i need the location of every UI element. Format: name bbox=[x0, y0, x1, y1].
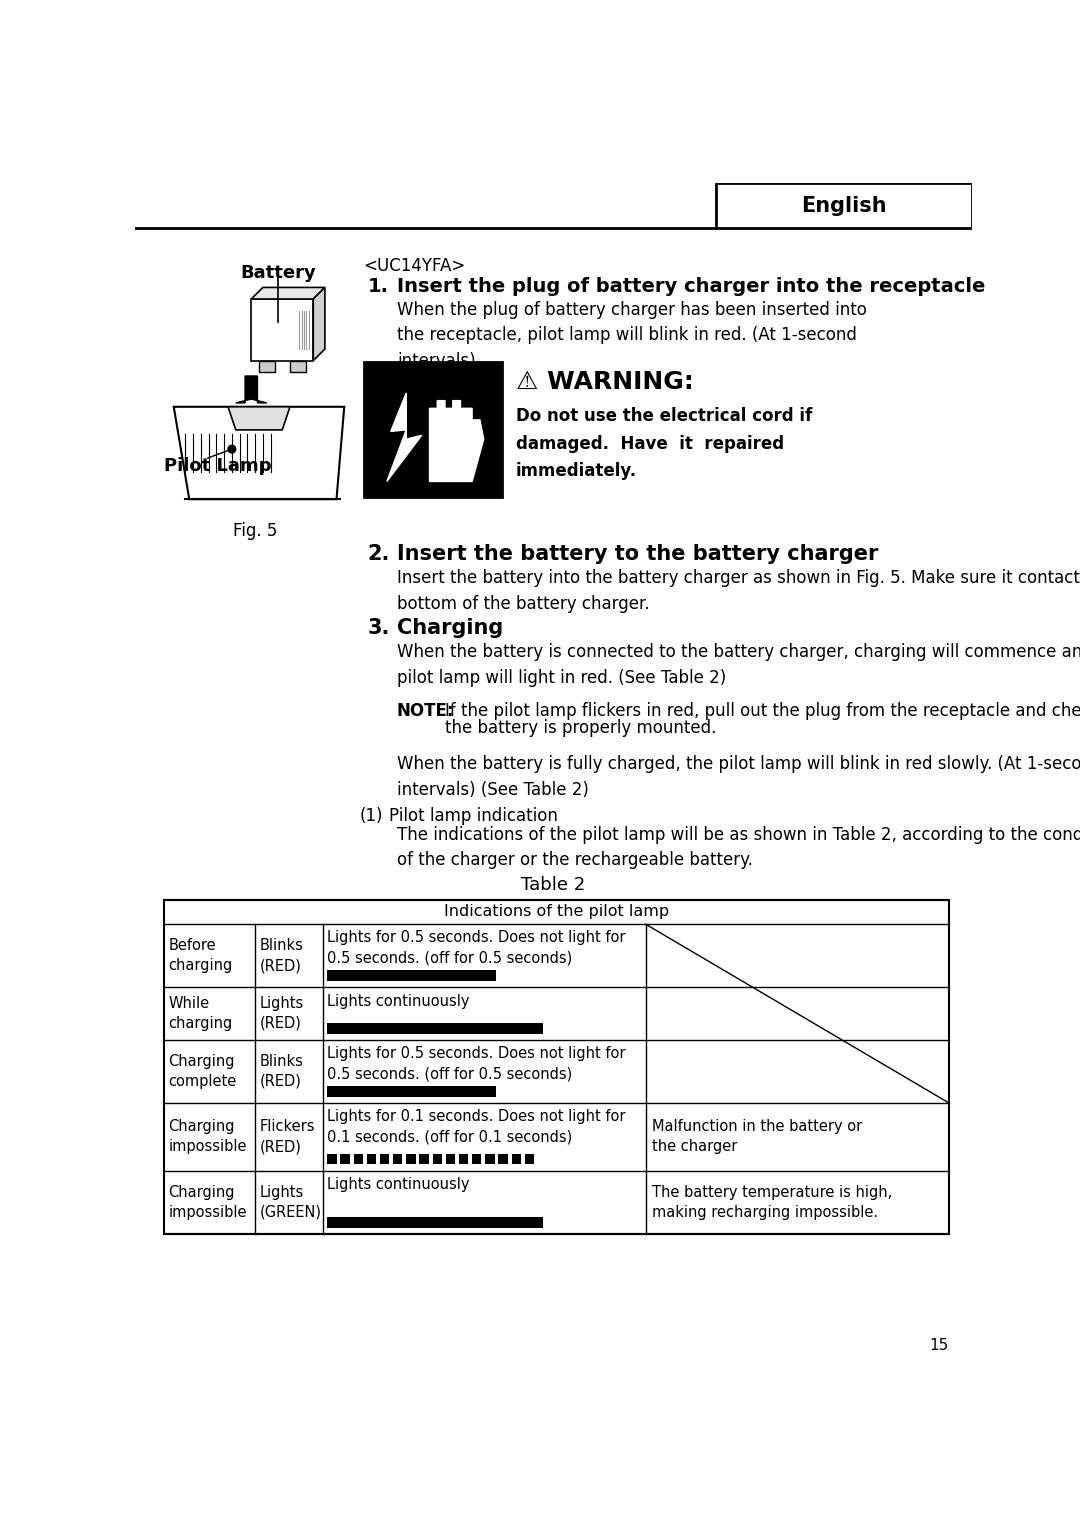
Bar bbox=[382, 1086, 441, 1096]
Text: The indications of the pilot lamp will be as shown in Table 2, according to the : The indications of the pilot lamp will b… bbox=[397, 826, 1080, 870]
Text: Pilot lamp indication: Pilot lamp indication bbox=[389, 807, 558, 826]
Polygon shape bbox=[430, 401, 484, 482]
Text: English: English bbox=[801, 196, 887, 216]
Text: Lights for 0.5 seconds. Does not light for
0.5 seconds. (off for 0.5 seconds): Lights for 0.5 seconds. Does not light f… bbox=[327, 1046, 625, 1081]
Text: NOTE:: NOTE: bbox=[397, 702, 455, 720]
Bar bbox=[393, 1154, 403, 1165]
Bar bbox=[340, 1154, 350, 1165]
Bar bbox=[367, 1154, 376, 1165]
Text: 2.: 2. bbox=[367, 544, 390, 564]
Text: Do not use the electrical cord if
damaged.  Have  it  repaired
immediately.: Do not use the electrical cord if damage… bbox=[515, 407, 812, 480]
Text: While
charging: While charging bbox=[168, 995, 232, 1031]
Text: Indications of the pilot lamp: Indications of the pilot lamp bbox=[444, 904, 669, 919]
Bar bbox=[419, 1154, 429, 1165]
Text: Lights for 0.1 seconds. Does not light for
0.1 seconds. (off for 0.1 seconds): Lights for 0.1 seconds. Does not light f… bbox=[327, 1109, 625, 1144]
Bar bbox=[327, 1154, 337, 1165]
Bar bbox=[438, 971, 497, 982]
Bar bbox=[259, 361, 274, 372]
Text: Table 2: Table 2 bbox=[522, 876, 585, 894]
Bar bbox=[364, 362, 501, 497]
Text: Before
charging: Before charging bbox=[168, 939, 232, 972]
Bar bbox=[433, 1154, 442, 1165]
Bar bbox=[327, 1023, 542, 1034]
Bar bbox=[472, 1154, 482, 1165]
Text: When the battery is connected to the battery charger, charging will commence and: When the battery is connected to the bat… bbox=[397, 644, 1080, 687]
Text: Pilot Lamp: Pilot Lamp bbox=[164, 457, 272, 476]
Text: If the pilot lamp flickers in red, pull out the plug from the receptacle and che: If the pilot lamp flickers in red, pull … bbox=[445, 702, 1080, 720]
Bar bbox=[459, 1154, 469, 1165]
Text: Blinks
(RED): Blinks (RED) bbox=[260, 1053, 303, 1089]
Polygon shape bbox=[228, 407, 291, 430]
Bar bbox=[499, 1154, 508, 1165]
Circle shape bbox=[228, 445, 235, 453]
Text: Malfunction in the battery or
the charger: Malfunction in the battery or the charge… bbox=[652, 1119, 862, 1154]
Text: Lights continuously: Lights continuously bbox=[327, 994, 470, 1009]
Bar bbox=[525, 1154, 535, 1165]
Text: Lights continuously: Lights continuously bbox=[327, 1177, 470, 1191]
Polygon shape bbox=[252, 300, 313, 361]
Text: <UC14YFA>: <UC14YFA> bbox=[364, 257, 465, 275]
Polygon shape bbox=[252, 287, 325, 300]
Text: Charging: Charging bbox=[397, 618, 503, 638]
Polygon shape bbox=[387, 393, 422, 482]
Text: Lights
(GREEN): Lights (GREEN) bbox=[260, 1185, 322, 1220]
Text: Lights
(RED): Lights (RED) bbox=[260, 995, 305, 1031]
Text: Insert the battery to the battery charger: Insert the battery to the battery charge… bbox=[397, 544, 878, 564]
Text: Charging
complete: Charging complete bbox=[168, 1053, 237, 1089]
Text: The battery temperature is high,
making recharging impossible.: The battery temperature is high, making … bbox=[652, 1185, 892, 1220]
Bar bbox=[327, 1217, 542, 1228]
Text: Battery: Battery bbox=[241, 265, 316, 283]
Bar bbox=[382, 971, 441, 982]
Text: ⚠ WARNING:: ⚠ WARNING: bbox=[515, 370, 693, 394]
Text: Charging
impossible: Charging impossible bbox=[168, 1185, 247, 1220]
Bar bbox=[446, 1154, 455, 1165]
Polygon shape bbox=[174, 407, 345, 498]
Text: Charging
impossible: Charging impossible bbox=[168, 1119, 247, 1154]
Bar bbox=[485, 1154, 495, 1165]
Bar bbox=[512, 1154, 521, 1165]
Bar bbox=[327, 1086, 386, 1096]
Text: Insert the battery into the battery charger as shown in Fig. 5. Make sure it con: Insert the battery into the battery char… bbox=[397, 569, 1080, 613]
Text: 1.: 1. bbox=[367, 277, 389, 297]
Bar bbox=[327, 971, 386, 982]
Polygon shape bbox=[313, 287, 325, 361]
Bar bbox=[164, 899, 948, 1234]
Bar bbox=[291, 361, 306, 372]
Text: (1): (1) bbox=[360, 807, 383, 826]
Bar bbox=[380, 1154, 389, 1165]
Text: Lights for 0.5 seconds. Does not light for
0.5 seconds. (off for 0.5 seconds): Lights for 0.5 seconds. Does not light f… bbox=[327, 930, 625, 966]
Polygon shape bbox=[235, 376, 267, 404]
Bar bbox=[438, 1086, 497, 1096]
Text: When the plug of battery charger has been inserted into
the receptacle, pilot la: When the plug of battery charger has bee… bbox=[397, 301, 867, 370]
Text: 3.: 3. bbox=[367, 618, 390, 638]
Bar bbox=[716, 183, 972, 228]
Text: Fig. 5: Fig. 5 bbox=[233, 523, 278, 540]
Bar bbox=[406, 1154, 416, 1165]
Bar bbox=[353, 1154, 363, 1165]
Text: the battery is properly mounted.: the battery is properly mounted. bbox=[445, 720, 716, 737]
Text: Flickers
(RED): Flickers (RED) bbox=[260, 1119, 315, 1154]
Text: Insert the plug of battery charger into the receptacle: Insert the plug of battery charger into … bbox=[397, 277, 985, 297]
Text: Blinks
(RED): Blinks (RED) bbox=[260, 939, 303, 972]
Text: 15: 15 bbox=[930, 1338, 948, 1353]
Text: When the battery is fully charged, the pilot lamp will blink in red slowly. (At : When the battery is fully charged, the p… bbox=[397, 755, 1080, 798]
